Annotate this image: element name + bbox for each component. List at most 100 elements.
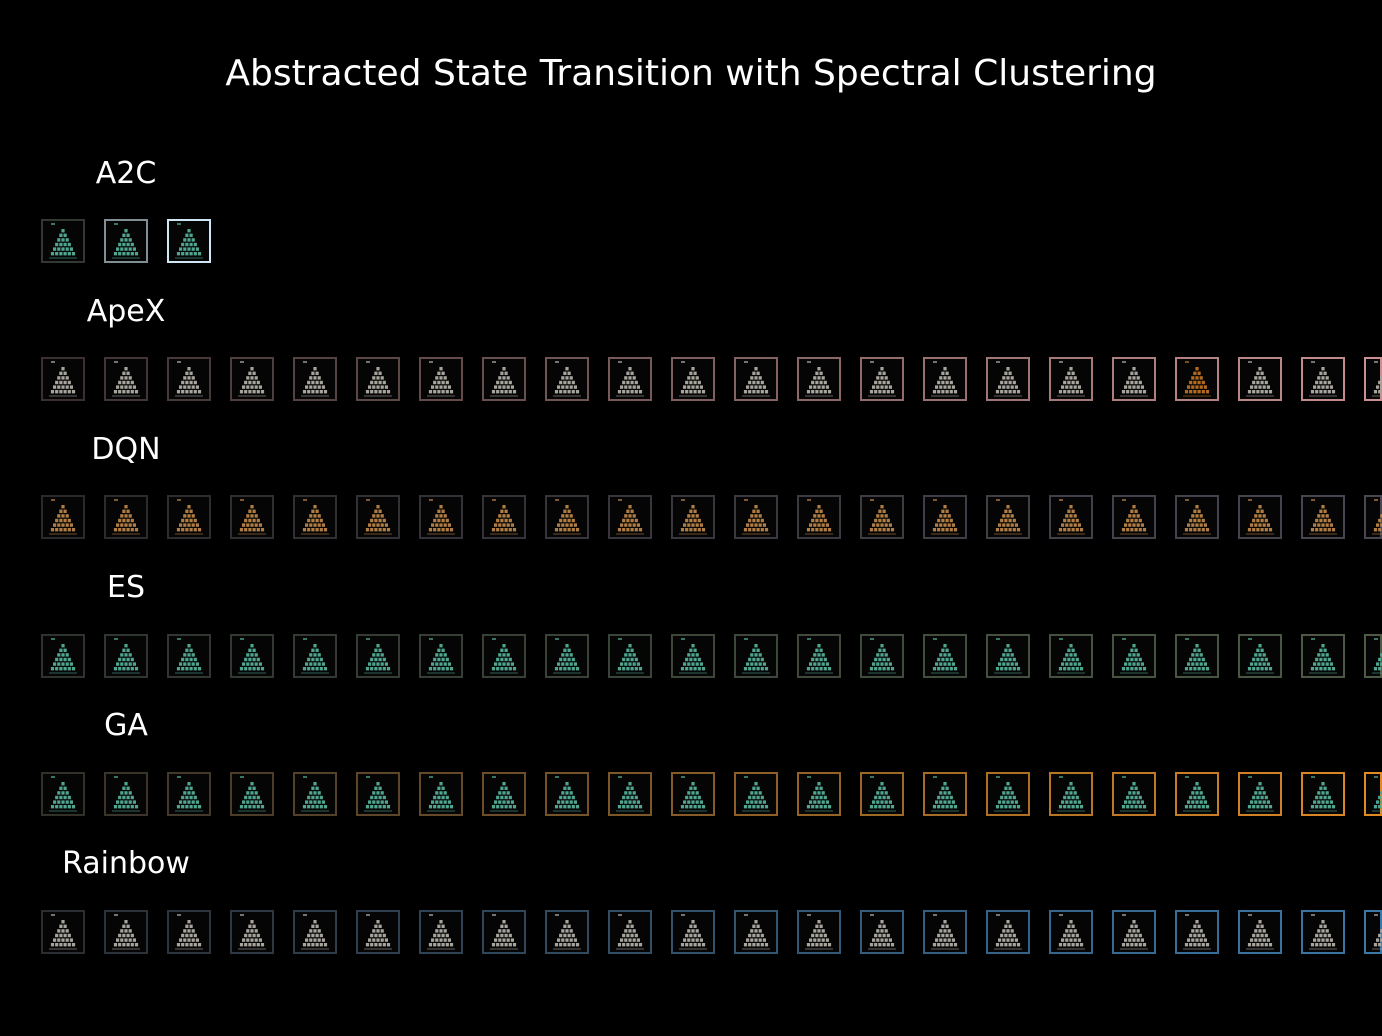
state-thumbnail (230, 910, 274, 954)
pyramid-board-icon (805, 776, 833, 812)
pyramid-board-icon (868, 361, 896, 397)
state-thumbnail (1301, 634, 1345, 678)
state-thumbnail (734, 772, 778, 816)
state-thumbnail (860, 357, 904, 401)
pyramid-board-icon (238, 914, 266, 950)
state-thumbnail (41, 772, 85, 816)
pyramid-board-icon (1120, 776, 1148, 812)
state-thumbnail (104, 219, 148, 263)
pyramid-board-icon (1246, 638, 1274, 674)
pyramid-board-icon (1372, 776, 1382, 812)
state-thumbnail (356, 495, 400, 539)
state-thumbnail (860, 910, 904, 954)
pyramid-board-icon (1372, 361, 1382, 397)
state-thumbnail (104, 634, 148, 678)
state-thumbnail (1175, 634, 1219, 678)
pyramid-board-icon (868, 638, 896, 674)
pyramid-board-icon (238, 361, 266, 397)
pyramid-board-icon (1183, 776, 1211, 812)
pyramid-board-icon (994, 914, 1022, 950)
state-thumbnail (41, 357, 85, 401)
state-thumbnail (419, 634, 463, 678)
state-thumbnail (545, 495, 589, 539)
pyramid-board-icon (49, 638, 77, 674)
state-thumbnail (1238, 357, 1282, 401)
pyramid-board-icon (742, 914, 770, 950)
state-thumbnail (1112, 495, 1156, 539)
state-thumbnail (41, 495, 85, 539)
pyramid-board-icon (679, 361, 707, 397)
pyramid-board-icon (553, 361, 581, 397)
state-thumbnail (293, 495, 337, 539)
pyramid-board-icon (1120, 361, 1148, 397)
pyramid-board-icon (1309, 361, 1337, 397)
pyramid-board-icon (1309, 776, 1337, 812)
pyramid-board-icon (1372, 914, 1382, 950)
pyramid-board-icon (805, 638, 833, 674)
state-thumbnail (1238, 772, 1282, 816)
state-thumbnail (230, 495, 274, 539)
state-thumbnail (923, 910, 967, 954)
pyramid-board-icon (1183, 499, 1211, 535)
state-thumbnail (419, 910, 463, 954)
state-thumbnail (923, 357, 967, 401)
pyramid-board-icon (112, 914, 140, 950)
state-thumbnail (104, 357, 148, 401)
pyramid-board-icon (1246, 499, 1274, 535)
pyramid-board-icon (679, 638, 707, 674)
pyramid-board-icon (364, 361, 392, 397)
state-thumbnail (1301, 495, 1345, 539)
pyramid-board-icon (868, 914, 896, 950)
pyramid-board-icon (175, 776, 203, 812)
pyramid-board-icon (742, 361, 770, 397)
pyramid-board-icon (1057, 499, 1085, 535)
pyramid-board-icon (1057, 776, 1085, 812)
state-thumbnail (860, 772, 904, 816)
pyramid-board-icon (112, 638, 140, 674)
pyramid-board-icon (679, 499, 707, 535)
state-thumbnail (608, 910, 652, 954)
pyramid-board-icon (805, 361, 833, 397)
pyramid-board-icon (616, 914, 644, 950)
state-thumbnail (1049, 910, 1093, 954)
pyramid-board-icon (616, 361, 644, 397)
state-thumbnail (860, 495, 904, 539)
pyramid-board-icon (175, 914, 203, 950)
state-thumbnail (545, 634, 589, 678)
state-thumbnail (608, 634, 652, 678)
state-thumbnail (1049, 495, 1093, 539)
pyramid-board-icon (1309, 638, 1337, 674)
state-thumbnail (167, 357, 211, 401)
row-label-a2c: A2C (95, 156, 157, 191)
state-thumbnail (1238, 495, 1282, 539)
pyramid-board-icon (112, 361, 140, 397)
state-thumbnail (797, 634, 841, 678)
pyramid-board-icon (301, 499, 329, 535)
pyramid-board-icon (49, 361, 77, 397)
state-thumbnail (797, 910, 841, 954)
state-thumbnail (356, 634, 400, 678)
pyramid-board-icon (427, 361, 455, 397)
pyramid-board-icon (994, 776, 1022, 812)
state-thumbnail (356, 357, 400, 401)
pyramid-board-icon (679, 776, 707, 812)
pyramid-board-icon (301, 776, 329, 812)
pyramid-board-icon (1120, 914, 1148, 950)
pyramid-board-icon (1372, 638, 1382, 674)
pyramid-board-icon (364, 638, 392, 674)
state-thumbnail (734, 910, 778, 954)
pyramid-board-icon (427, 914, 455, 950)
state-thumbnail (167, 495, 211, 539)
pyramid-board-icon (238, 776, 266, 812)
state-thumbnail (230, 634, 274, 678)
pyramid-board-icon (931, 914, 959, 950)
pyramid-board-icon (490, 361, 518, 397)
state-thumbnail (1112, 634, 1156, 678)
pyramid-board-icon (553, 499, 581, 535)
state-thumbnail (671, 772, 715, 816)
row-label-es: ES (107, 570, 145, 605)
pyramid-board-icon (301, 914, 329, 950)
row-label-rainbow: Rainbow (62, 846, 190, 881)
state-thumbnail (1364, 634, 1382, 678)
state-thumbnail (797, 357, 841, 401)
